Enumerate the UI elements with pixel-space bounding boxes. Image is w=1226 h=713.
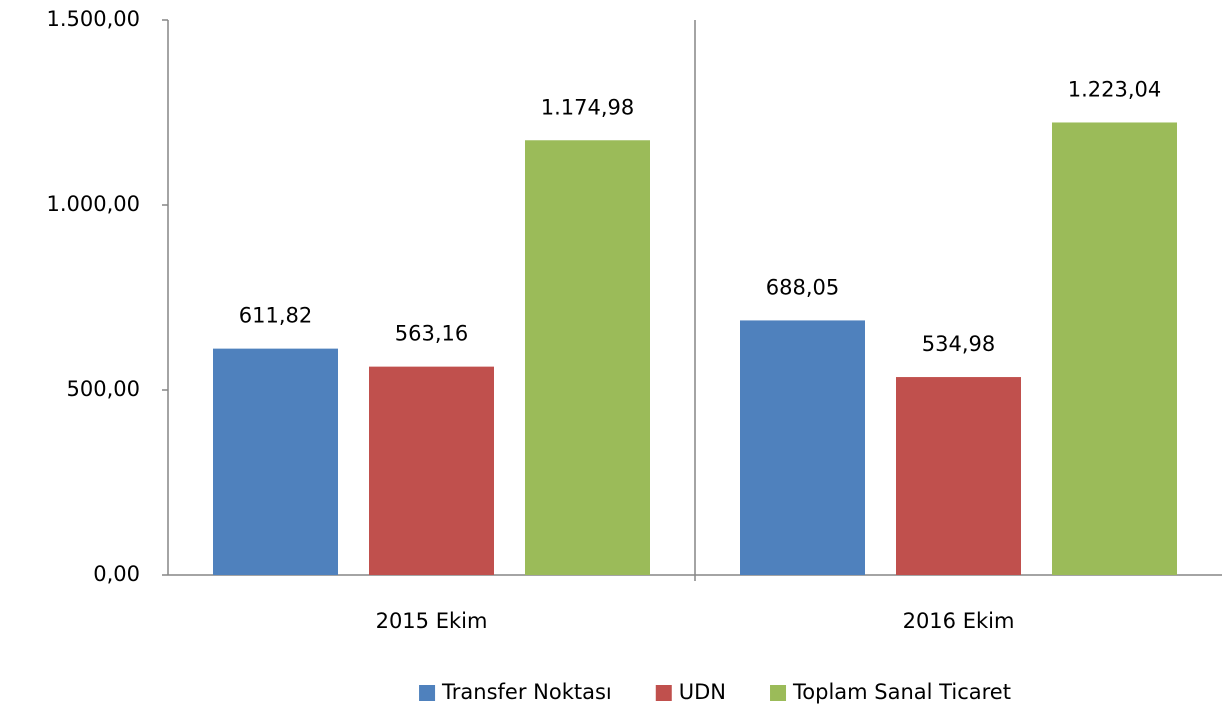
data-label: 688,05 [766, 275, 839, 299]
y-tick-label: 0,00 [93, 562, 140, 586]
data-label: 563,16 [395, 322, 468, 346]
y-tick-label: 1.500,00 [46, 7, 140, 31]
legend-label: Toplam Sanal Ticaret [792, 680, 1011, 704]
y-tick-label: 500,00 [67, 377, 140, 401]
bar [1052, 122, 1177, 576]
legend-swatch [770, 685, 787, 701]
bar [740, 320, 865, 575]
bar [213, 348, 338, 575]
data-label: 1.174,98 [541, 95, 635, 119]
data-label: 1.223,04 [1068, 77, 1162, 101]
bar [896, 377, 1021, 575]
bar [369, 366, 494, 575]
y-tick-label: 1.000,00 [46, 192, 140, 216]
data-label: 534,98 [922, 332, 995, 356]
legend-swatch [655, 685, 672, 701]
x-tick-label: 2015 Ekim [376, 609, 488, 633]
data-label: 611,82 [239, 304, 312, 328]
legend-label: UDN [679, 680, 726, 704]
legend-label: Transfer Noktası [441, 680, 612, 704]
legend-swatch [419, 685, 436, 701]
x-tick-label: 2016 Ekim [903, 609, 1015, 633]
bar [525, 140, 650, 576]
